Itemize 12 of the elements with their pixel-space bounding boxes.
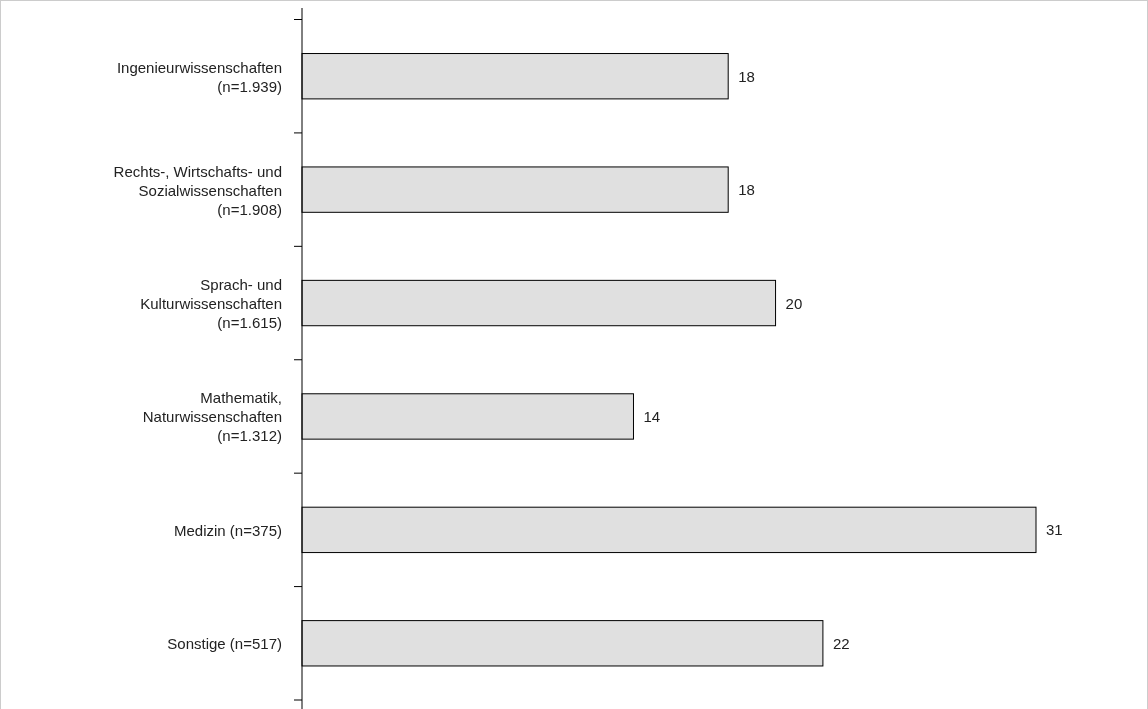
y-tick-label: Ingenieurwissenschaften (n=1.939)	[116, 58, 282, 95]
data-label: 14	[643, 407, 661, 425]
data-label: 18	[738, 67, 755, 85]
y-tick-label: Mathematik, Naturwissenschaften (n=1.312)	[142, 388, 282, 444]
data-label: 22	[832, 634, 850, 652]
data-label: 20	[785, 294, 803, 312]
y-tick-label: Sonstige (n=517)	[167, 634, 282, 652]
y-tick-label: Rechts-, Wirtschafts- und Sozialwissenschaften (n=1.908)	[113, 162, 282, 218]
data-label: 18	[738, 181, 755, 199]
y-tick-label: Medizin (n=375)	[174, 521, 282, 539]
y-tick-label: Sprach- und Kulturwissenschaften (n=1.615)	[140, 275, 282, 331]
data-label: 31	[1046, 521, 1063, 539]
